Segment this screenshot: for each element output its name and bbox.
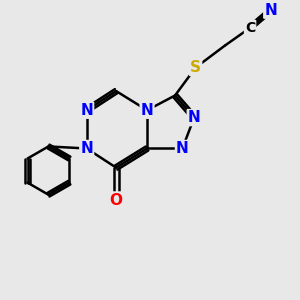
Text: N: N: [176, 141, 189, 156]
Text: C: C: [245, 21, 255, 35]
Text: N: N: [80, 141, 93, 156]
Text: N: N: [188, 110, 200, 125]
Text: N: N: [264, 3, 277, 18]
Text: N: N: [141, 103, 153, 118]
Text: N: N: [80, 103, 93, 118]
Text: O: O: [110, 193, 123, 208]
Text: S: S: [190, 60, 201, 75]
